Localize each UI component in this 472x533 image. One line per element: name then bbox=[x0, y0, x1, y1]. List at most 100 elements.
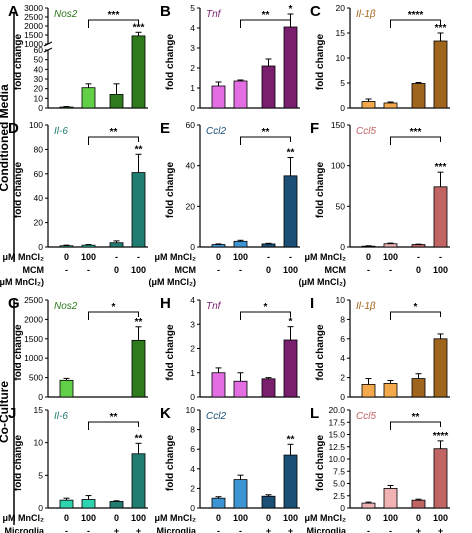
bar bbox=[361, 383, 376, 398]
y-axis-label: fold change bbox=[315, 324, 326, 381]
condition-value: - bbox=[217, 526, 220, 533]
significance-bracket-label: ** bbox=[412, 412, 420, 423]
significance-bracket-label: * bbox=[414, 302, 418, 313]
y-tick-label: 20 bbox=[34, 84, 44, 94]
y-tick-label: 0 bbox=[190, 103, 195, 113]
bar bbox=[361, 245, 376, 248]
condition-value: - bbox=[87, 526, 90, 533]
condition-value: 100 bbox=[233, 252, 248, 262]
y-tick-label: 60 bbox=[34, 169, 44, 179]
bar bbox=[211, 244, 226, 248]
condition-value: - bbox=[137, 252, 140, 262]
bar bbox=[361, 502, 376, 509]
condition-value: 0 bbox=[216, 252, 221, 262]
y-tick-label: 0 bbox=[340, 503, 345, 513]
condition-value: 100 bbox=[433, 265, 448, 275]
y-axis-label: fold change bbox=[165, 34, 176, 91]
condition-value: - bbox=[217, 265, 220, 275]
gene-title: Il-6 bbox=[54, 126, 68, 137]
y-tick-label: 0 bbox=[190, 392, 195, 402]
y-tick-label: 4 bbox=[190, 464, 195, 474]
condition-value: - bbox=[239, 265, 242, 275]
y-tick-label: 6 bbox=[340, 334, 345, 344]
gene-title: Tnf bbox=[206, 9, 222, 20]
bar bbox=[433, 338, 448, 398]
condition-value: 0 bbox=[416, 513, 421, 523]
y-tick-label: 60 bbox=[34, 45, 44, 55]
y-tick-label: 10 bbox=[336, 295, 346, 305]
significance-star: * bbox=[289, 4, 293, 15]
significance-bracket bbox=[88, 311, 139, 320]
panel-letter: B bbox=[160, 3, 171, 20]
y-tick-label: 0 bbox=[38, 242, 43, 252]
y-tick-label: 3000 bbox=[24, 3, 43, 13]
y-tick-label: 12.5 bbox=[328, 442, 345, 452]
y-axis-label: fold change bbox=[315, 435, 326, 492]
condition-value: - bbox=[439, 252, 442, 262]
condition-label: MCM bbox=[325, 265, 347, 275]
condition-value: - bbox=[65, 526, 68, 533]
condition-value: - bbox=[367, 265, 370, 275]
condition-value: - bbox=[239, 526, 242, 533]
bar bbox=[433, 40, 448, 109]
y-tick-label: 500 bbox=[29, 373, 43, 383]
significance-bracket bbox=[88, 136, 139, 145]
panel-letter: I bbox=[310, 295, 314, 312]
condition-label: MCM bbox=[23, 265, 45, 275]
bar bbox=[383, 383, 398, 398]
y-tick-label: 0 bbox=[38, 392, 43, 402]
y-tick-label: 2500 bbox=[24, 12, 43, 22]
y-tick-label: 20.0 bbox=[328, 405, 345, 415]
bar bbox=[283, 26, 298, 109]
y-tick-label: 2000 bbox=[24, 314, 43, 324]
significance-star: * bbox=[289, 317, 293, 328]
y-tick-label: 4 bbox=[340, 353, 345, 363]
condition-value: - bbox=[389, 526, 392, 533]
significance-bracket bbox=[390, 136, 441, 145]
y-axis-label: fold change bbox=[13, 435, 24, 492]
significance-bracket-label: **** bbox=[408, 10, 424, 21]
bar bbox=[233, 479, 248, 509]
y-tick-label: 40 bbox=[186, 161, 196, 171]
y-tick-label: 40 bbox=[34, 64, 44, 74]
panel-l: 02.55.07.510.012.515.017.520.0******Ccl5… bbox=[310, 405, 450, 513]
y-axis-label: fold change bbox=[13, 162, 24, 219]
bar bbox=[109, 94, 124, 109]
bar bbox=[283, 339, 298, 398]
condition-value: 0 bbox=[366, 513, 371, 523]
y-tick-label: 15 bbox=[34, 405, 44, 415]
y-axis-label: fold change bbox=[165, 162, 176, 219]
bar bbox=[59, 499, 74, 509]
condition-label: Microglia bbox=[156, 526, 197, 533]
panel-letter: F bbox=[310, 120, 319, 137]
condition-value: 100 bbox=[81, 513, 96, 523]
bar bbox=[233, 240, 248, 248]
y-tick-label: 6 bbox=[190, 444, 195, 454]
y-tick-label: 2 bbox=[190, 63, 195, 73]
bar bbox=[261, 378, 276, 398]
y-tick-label: 1 bbox=[190, 83, 195, 93]
bar bbox=[233, 80, 248, 109]
significance-bracket-label: ** bbox=[110, 412, 118, 423]
bar bbox=[131, 453, 146, 509]
condition-value: + bbox=[438, 526, 443, 533]
y-tick-label: 0 bbox=[340, 103, 345, 113]
y-tick-label: 2 bbox=[190, 483, 195, 493]
y-tick-label: 2.5 bbox=[333, 491, 345, 501]
y-tick-label: 15.0 bbox=[328, 430, 345, 440]
condition-value: 100 bbox=[283, 265, 298, 275]
bar bbox=[81, 87, 96, 109]
y-tick-label: 0 bbox=[190, 503, 195, 513]
significance-bracket-label: ** bbox=[262, 127, 270, 138]
bar bbox=[59, 106, 74, 109]
section-label: Co-Culture bbox=[0, 381, 11, 443]
bar bbox=[81, 244, 96, 248]
y-tick-label: 8 bbox=[340, 314, 345, 324]
